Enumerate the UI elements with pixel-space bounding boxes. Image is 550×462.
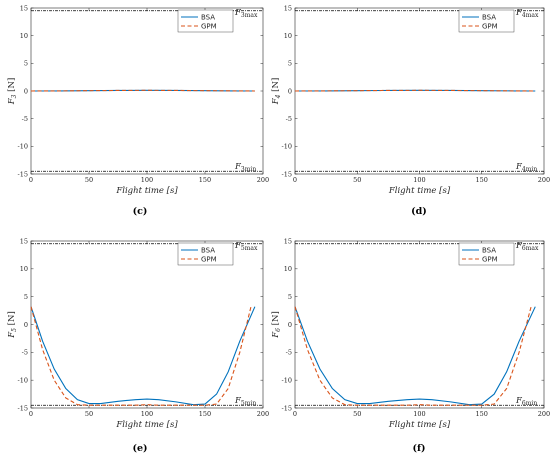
min-limit-label: F5min [234, 396, 256, 407]
plot-area [294, 240, 545, 409]
x-tick-label: 0 [293, 410, 297, 418]
y-tick-label: 10 [284, 265, 292, 273]
y-tick-label: -15 [282, 170, 292, 178]
chart-panel-0: 0 50 100 150 200 -15 -10 -5 0 5 10 15 F3max F3min BSAG… [7, 4, 269, 217]
max-limit-label: F3max [234, 8, 258, 19]
panel-label: (f) [412, 443, 425, 454]
y-tick-label: -10 [282, 376, 292, 384]
x-tick-label: 200 [538, 176, 550, 184]
series-line-gpm [30, 304, 252, 406]
min-limit-label: F6min [515, 396, 537, 407]
x-tick-label: 200 [257, 410, 269, 418]
y-tick-label: -10 [282, 143, 292, 151]
x-tick-label: 50 [353, 176, 361, 184]
y-tick-label: 0 [288, 321, 292, 329]
x-tick-label: 0 [29, 176, 33, 184]
x-tick-label: 0 [29, 410, 33, 418]
y-tick-label: 5 [288, 60, 292, 68]
series-line-gpm [30, 89, 255, 92]
y-tick-label: -10 [18, 376, 28, 384]
legend-box [458, 242, 515, 266]
y-tick-label: 15 [20, 237, 28, 245]
y-tick-label: -15 [18, 170, 28, 178]
series-line-bsa [294, 306, 536, 406]
x-tick-label: 50 [85, 176, 93, 184]
x-tick-label: 100 [141, 410, 153, 418]
x-tick-label: 0 [293, 176, 297, 184]
y-tick-label: 10 [20, 32, 28, 40]
panel-label: (e) [132, 443, 147, 454]
series-line-bsa [30, 306, 256, 406]
legend-label-bsa: BSA [482, 14, 496, 22]
y-tick-label: -5 [286, 349, 292, 357]
y-tick-label: 15 [20, 4, 28, 12]
y-tick-label: 0 [24, 321, 28, 329]
series-line-gpm [294, 89, 536, 92]
panel-label: (d) [411, 206, 427, 217]
y-tick-label: 5 [24, 60, 28, 68]
legend-box [177, 242, 234, 266]
y-tick-label: -15 [18, 404, 28, 412]
max-limit-label: F4max [515, 8, 539, 19]
x-tick-label: 200 [538, 410, 550, 418]
legend-label-bsa: BSA [482, 247, 496, 255]
x-axis-label: Flight time [s] [388, 420, 451, 430]
x-tick-label: 150 [476, 176, 488, 184]
min-limit-label: F3min [234, 162, 256, 173]
legend-box [458, 9, 515, 33]
x-tick-label: 100 [413, 410, 425, 418]
x-axis-label: Flight time [s] [388, 186, 451, 196]
legend-label-bsa: BSA [201, 14, 215, 22]
y-tick-label: -15 [282, 404, 292, 412]
chart-panel-3: 0 50 100 150 200 -15 -10 -5 0 5 10 15 F6max F6min BSAG… [271, 237, 550, 454]
chart-panel-1: 0 50 100 150 200 -15 -10 -5 0 5 10 15 F4max F4min BSAG… [271, 4, 550, 217]
series-line-gpm [294, 304, 533, 406]
min-limit-label: F4min [515, 162, 537, 173]
x-axis-label: Flight time [s] [115, 186, 178, 196]
y-axis-label: F5 [N] [7, 311, 18, 339]
x-tick-label: 150 [199, 410, 211, 418]
legend-label-gpm: GPM [482, 23, 498, 31]
x-tick-label: 150 [199, 176, 211, 184]
y-tick-label: -5 [22, 349, 28, 357]
max-limit-label: F6max [515, 241, 539, 252]
y-tick-label: 10 [284, 32, 292, 40]
y-tick-label: -10 [18, 143, 28, 151]
legend-label-bsa: BSA [201, 247, 215, 255]
series-line-bsa [30, 89, 255, 92]
y-axis-label: F4 [N] [271, 78, 282, 106]
y-tick-label: 0 [24, 87, 28, 95]
x-tick-label: 50 [353, 410, 361, 418]
legend-box [177, 9, 234, 33]
max-limit-label: F5max [234, 241, 258, 252]
y-tick-label: 0 [288, 87, 292, 95]
y-tick-label: 10 [20, 265, 28, 273]
x-tick-label: 150 [476, 410, 488, 418]
x-tick-label: 100 [413, 176, 425, 184]
y-tick-label: 5 [288, 293, 292, 301]
y-tick-label: 15 [284, 237, 292, 245]
y-axis-label: F3 [N] [7, 78, 18, 106]
panel-label: (c) [133, 206, 148, 217]
legend-label-gpm: GPM [201, 256, 217, 264]
y-tick-label: -5 [22, 115, 28, 123]
x-tick-label: 50 [85, 410, 93, 418]
legend-label-gpm: GPM [482, 256, 498, 264]
x-tick-label: 200 [257, 176, 269, 184]
legend-label-gpm: GPM [201, 23, 217, 31]
x-tick-label: 100 [141, 176, 153, 184]
plot-area [30, 240, 264, 409]
y-tick-label: -5 [286, 115, 292, 123]
y-tick-label: 15 [284, 4, 292, 12]
x-axis-label: Flight time [s] [115, 420, 178, 430]
y-axis-label: F6 [N] [271, 311, 282, 339]
y-tick-label: 5 [24, 293, 28, 301]
chart-panel-2: 0 50 100 150 200 -15 -10 -5 0 5 10 15 F5max F5min BSAG… [7, 237, 269, 454]
